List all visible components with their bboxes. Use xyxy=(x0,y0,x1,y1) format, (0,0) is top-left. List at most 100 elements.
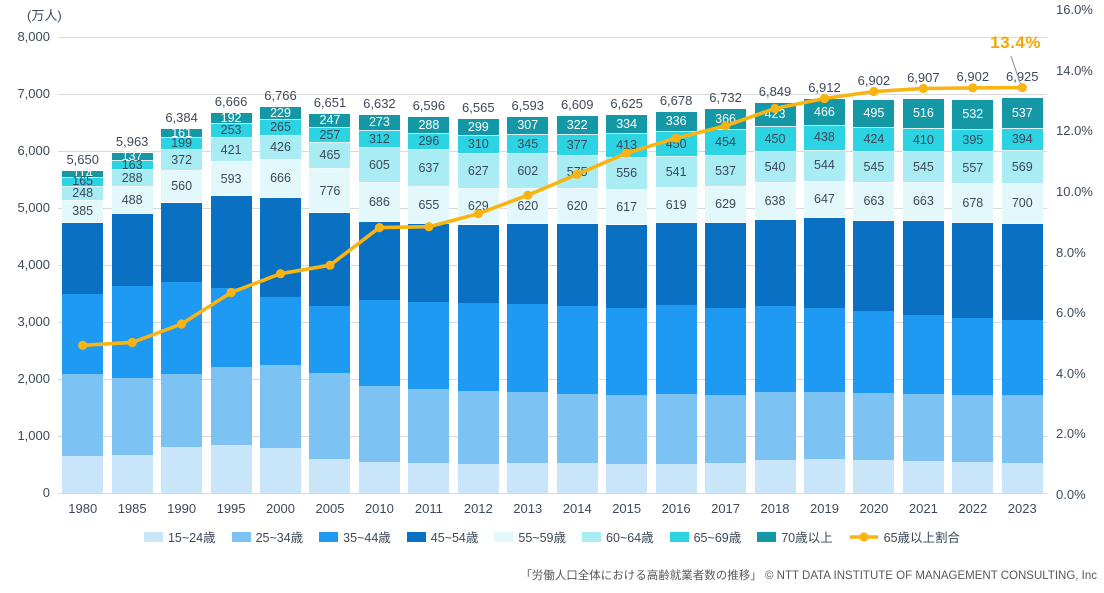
bar-segment-label: 385 xyxy=(72,204,94,219)
bar-segment xyxy=(853,459,895,493)
bar-segment xyxy=(754,392,796,460)
bar-segment: 605 xyxy=(358,148,400,183)
bar-segment: 540 xyxy=(754,152,796,184)
bar-segment-label: 647 xyxy=(814,192,835,207)
bar-segment: 560 xyxy=(161,170,203,203)
bar-segment: 410 xyxy=(902,128,944,153)
legend-item: 15~24歳 xyxy=(143,527,216,546)
x-axis-label: 2021 xyxy=(908,501,938,516)
bar-segment: 257 xyxy=(309,128,351,143)
x-axis-label: 1985 xyxy=(117,501,147,516)
bar-segment-label: 602 xyxy=(517,163,539,178)
bar-segment xyxy=(853,311,895,393)
bar-total-label: 6,732 xyxy=(709,90,742,106)
x-axis-label: 2014 xyxy=(562,501,592,516)
bar-segment: 421 xyxy=(210,138,252,163)
bar-segment xyxy=(62,456,104,493)
bar-segment: 312 xyxy=(358,130,400,149)
y-axis-left-label: 7,000 xyxy=(17,86,50,101)
bar-segment: 385 xyxy=(62,201,104,223)
bar-segment: 465 xyxy=(309,142,351,170)
bar-segment xyxy=(260,364,302,449)
bar-segment: 366 xyxy=(705,109,747,131)
bar-segment-label: 372 xyxy=(171,152,193,167)
bar-total-label: 6,625 xyxy=(610,96,643,112)
legend-label: 55~59歳 xyxy=(518,531,566,545)
bar-segment: 541 xyxy=(655,157,697,189)
bar-segment-label: 488 xyxy=(121,192,143,207)
bar-segment: 334 xyxy=(606,115,648,135)
bar-segment: 299 xyxy=(457,118,499,136)
bar-segment xyxy=(260,197,302,297)
y-axis-right-label: 0.0% xyxy=(1056,487,1086,502)
bar-segment-label: 663 xyxy=(863,194,885,209)
bar-segment xyxy=(1001,223,1043,321)
bar-segment-label: 322 xyxy=(566,117,588,132)
bar-segment: 307 xyxy=(507,117,549,135)
x-axis-label: 1990 xyxy=(167,501,197,516)
bar-stack: 620 602 345 307 xyxy=(507,117,549,493)
x-axis-label: 2018 xyxy=(760,501,790,516)
bar-segment xyxy=(161,281,203,374)
x-axis-label: 2023 xyxy=(1007,501,1037,516)
bar-segment xyxy=(754,219,796,307)
y-axis-right-label: 2.0% xyxy=(1056,426,1086,442)
bar-segment xyxy=(606,395,648,464)
legend-label: 15~24歳 xyxy=(167,531,216,545)
bar-segment xyxy=(606,463,648,493)
bar-segment: 686 xyxy=(358,182,400,222)
bar-segment-label: 495 xyxy=(863,106,885,120)
bar-segment-label: 450 xyxy=(665,136,687,151)
legend-item: 35~44歳 xyxy=(319,527,391,546)
legend-swatch-icon xyxy=(582,531,601,542)
bar-segment xyxy=(161,446,203,493)
bar-segment: 288 xyxy=(111,170,153,187)
bar-segment xyxy=(803,458,845,493)
bar-segment: 265 xyxy=(260,120,302,136)
bar-stack: 619 541 450 336 xyxy=(655,112,697,493)
bar-total-label: 6,678 xyxy=(659,93,693,109)
x-axis-label: 2016 xyxy=(661,501,691,516)
bar-segment-label: 545 xyxy=(863,159,885,174)
bar-segment xyxy=(507,391,549,464)
legend-item: 65~69歳 xyxy=(669,527,742,546)
bar-segment xyxy=(556,393,598,464)
grid-line xyxy=(58,493,1047,494)
y-axis-right-label: 14.0% xyxy=(1056,62,1093,78)
bar-segment: 776 xyxy=(309,169,351,214)
bar-segment xyxy=(408,463,450,493)
legend-label: 65~69歳 xyxy=(693,531,742,545)
bar-segment-label: 307 xyxy=(517,118,539,133)
bar-stack: 488 288 163 137 xyxy=(111,150,153,493)
bar-stack: 629 627 310 299 xyxy=(457,118,499,493)
bar-segment: 537 xyxy=(1001,98,1043,129)
x-axis-label: 1980 xyxy=(68,501,98,516)
bar-segment-label: 627 xyxy=(467,163,489,178)
bar-segment-label: 617 xyxy=(616,199,638,214)
bar-total-label: 6,849 xyxy=(758,83,792,99)
bar-segment-label: 248 xyxy=(72,186,94,201)
legend-label: 45~54歳 xyxy=(430,531,479,545)
bar-segment-label: 605 xyxy=(368,157,390,172)
bar-segment-label: 377 xyxy=(566,137,588,152)
bar-segment xyxy=(556,306,598,394)
y-axis-left-label: 8,000 xyxy=(17,29,50,44)
legend-item: 55~59歳 xyxy=(494,527,566,546)
bar-segment: 163 xyxy=(111,159,153,171)
bar-segment: 495 xyxy=(853,99,895,128)
bar-segment-label: 638 xyxy=(764,193,786,208)
bar-segment-label: 253 xyxy=(220,123,242,138)
bar-stack: 560 372 199 161 xyxy=(161,127,203,493)
bar-segment xyxy=(62,222,104,294)
bar-segment-label: 438 xyxy=(814,130,835,145)
bar-total-label: 6,632 xyxy=(363,95,396,111)
bar-segment: 619 xyxy=(655,188,697,224)
bar-segment xyxy=(705,222,747,308)
bar-segment-label: 310 xyxy=(467,136,489,151)
bar-segment-label: 199 xyxy=(171,136,193,151)
bar-segment xyxy=(358,299,400,387)
legend-item: 65歳以上割合 xyxy=(849,527,960,546)
bar-segment: 395 xyxy=(952,129,994,153)
bar-segment: 450 xyxy=(655,131,697,158)
bar-segment xyxy=(655,463,697,493)
